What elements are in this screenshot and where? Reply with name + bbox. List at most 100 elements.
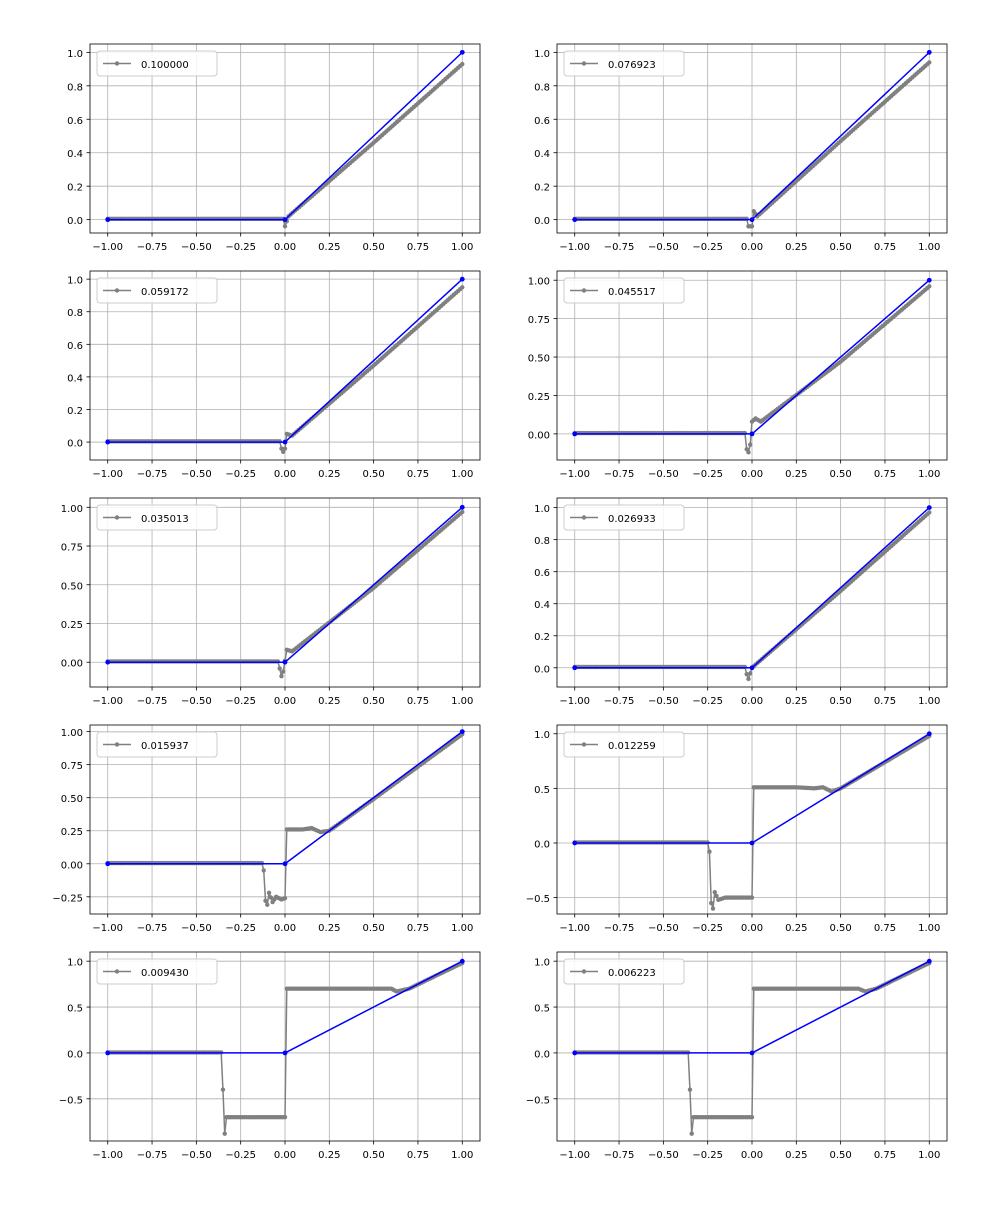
- y-tick-label: 0.0: [534, 1049, 550, 1060]
- legend-label: 0.012259: [608, 741, 656, 752]
- y-tick-label: 0.0: [67, 1049, 83, 1060]
- x-tick-label: −1.00: [559, 923, 590, 934]
- approx-point: [744, 671, 749, 677]
- x-tick-label: −0.75: [137, 469, 168, 480]
- y-tick-label: 1.00: [61, 728, 83, 739]
- y-tick-label: 0.4: [67, 373, 83, 384]
- x-tick-label: 1.00: [451, 469, 473, 480]
- target-point: [459, 276, 465, 282]
- y-tick-label: 0.0: [534, 216, 550, 227]
- plot-area: [105, 276, 465, 455]
- legend-marker: [114, 969, 120, 974]
- approx-point: [279, 673, 284, 679]
- legend-label: 0.009430: [141, 968, 189, 979]
- y-tick-label: 0.00: [61, 860, 83, 871]
- approx-point: [460, 509, 465, 515]
- x-tick-label: −1.00: [559, 1150, 590, 1161]
- y-tick-label: 0.75: [528, 315, 550, 326]
- target-point: [282, 217, 288, 223]
- target-point: [572, 840, 578, 846]
- x-tick-label: −0.75: [604, 696, 635, 707]
- x-tick-label: 0.50: [830, 469, 852, 480]
- approx-point: [689, 1131, 694, 1136]
- approx-point: [277, 666, 282, 671]
- legend-marker: [581, 61, 587, 66]
- legend-marker: [581, 742, 587, 747]
- x-tick-label: −0.25: [692, 242, 723, 253]
- x-tick-label: −1.00: [559, 242, 590, 253]
- approx-point: [710, 906, 716, 911]
- x-tick-label: −0.25: [692, 923, 723, 934]
- target-point: [749, 431, 755, 437]
- approx-point: [749, 1114, 755, 1120]
- x-tick-label: −0.25: [225, 242, 256, 253]
- target-point: [459, 504, 465, 510]
- target-point: [105, 1050, 111, 1056]
- x-tick-label: −0.75: [604, 1150, 635, 1161]
- x-tick-label: 1.00: [918, 1150, 940, 1161]
- y-tick-label: 0.0: [534, 664, 550, 675]
- y-tick-label: −0.5: [526, 894, 550, 905]
- legend-label: 0.026933: [608, 514, 656, 525]
- approx-point: [749, 895, 755, 900]
- x-tick-label: 0.00: [741, 696, 763, 707]
- x-tick-label: 0.00: [274, 242, 296, 253]
- target-point: [926, 958, 932, 964]
- y-tick-label: 0.0: [67, 439, 83, 450]
- target-point: [926, 505, 932, 511]
- plot-area: [572, 958, 932, 1136]
- x-tick-label: −1.00: [92, 242, 123, 253]
- y-tick-label: 0.6: [534, 116, 550, 127]
- x-tick-label: 0.00: [741, 923, 763, 934]
- y-tick-label: 0.5: [534, 1004, 550, 1015]
- x-tick-label: −0.25: [225, 696, 256, 707]
- legend-box: [563, 277, 685, 304]
- x-tick-label: −1.00: [92, 469, 123, 480]
- x-tick-label: −0.75: [137, 1150, 168, 1161]
- subplot-3: −1.00 −0.75 −0.50 −0.25 0.00 0.25 0.50 0.75 1.00…: [67, 270, 481, 480]
- legend-marker: [581, 515, 587, 520]
- x-tick-label: 0.50: [830, 696, 852, 707]
- approx-point: [927, 284, 932, 289]
- y-tick-label: 0.8: [67, 82, 83, 93]
- x-tick-label: 1.00: [918, 469, 940, 480]
- y-tick-label: 0.00: [528, 430, 550, 441]
- legend-box: [96, 958, 218, 985]
- x-tick-label: −0.25: [692, 1150, 723, 1161]
- x-tick-label: 0.75: [874, 242, 896, 253]
- approx-point: [687, 1087, 693, 1092]
- subplot-6: −1.00 −0.75 −0.50 −0.25 0.00 0.25 0.50 0.75 1.00…: [534, 497, 948, 707]
- approx-point: [709, 900, 714, 906]
- plot-area: [105, 49, 465, 229]
- y-tick-label: 0.6: [67, 116, 83, 127]
- y-tick-label: 1.0: [67, 276, 83, 287]
- x-tick-label: −0.50: [181, 242, 212, 253]
- y-tick-label: 0.50: [61, 581, 83, 592]
- x-tick-label: 0.00: [274, 1150, 296, 1161]
- target-point: [282, 861, 288, 867]
- y-tick-label: −0.5: [526, 1095, 550, 1106]
- x-tick-label: 0.00: [274, 696, 296, 707]
- x-tick-label: 0.00: [274, 469, 296, 480]
- approx-point: [927, 60, 932, 65]
- x-tick-label: 0.75: [874, 469, 896, 480]
- y-tick-label: 0.8: [534, 536, 550, 547]
- approx-point: [927, 510, 932, 515]
- approx-point: [282, 446, 288, 451]
- x-tick-label: 0.00: [741, 469, 763, 480]
- x-tick-label: −0.75: [137, 696, 168, 707]
- x-tick-label: −0.25: [225, 923, 256, 934]
- target-point: [926, 49, 932, 55]
- approx-point: [707, 849, 712, 854]
- approx-point: [746, 676, 751, 682]
- y-tick-label: 0.2: [534, 183, 550, 194]
- x-tick-label: 1.00: [451, 242, 473, 253]
- x-tick-label: −0.50: [648, 696, 679, 707]
- approx-point: [282, 895, 288, 901]
- y-tick-label: 1.00: [61, 504, 83, 515]
- y-tick-label: 0.75: [61, 543, 83, 554]
- subplot-1: −1.00 −0.75 −0.50 −0.25 0.00 0.25 0.50 0.75 1.00…: [67, 43, 481, 253]
- y-tick-label: 1.0: [67, 958, 83, 969]
- legend-box: [96, 504, 218, 531]
